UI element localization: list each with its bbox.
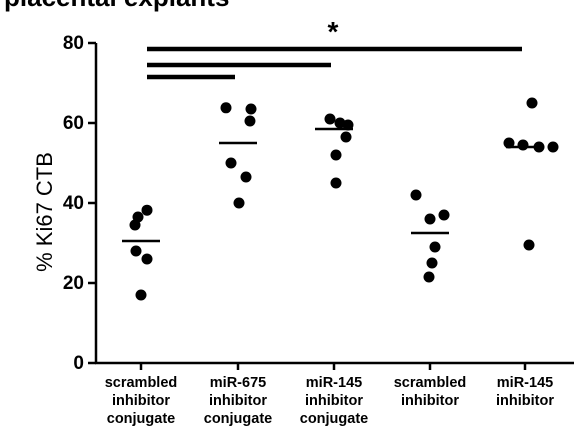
x-category-label: conjugate xyxy=(107,411,175,427)
data-point xyxy=(233,197,245,209)
x-category-label: inhibitor xyxy=(401,393,459,409)
data-point xyxy=(547,141,559,153)
x-category-label: scrambled xyxy=(394,375,467,391)
x-category-label: conjugate xyxy=(300,411,368,427)
data-point xyxy=(330,177,342,189)
x-category-label: inhibitor xyxy=(209,393,267,409)
data-point xyxy=(141,204,153,216)
data-point xyxy=(526,97,538,109)
x-category-label: scrambled xyxy=(105,375,178,391)
data-point xyxy=(129,219,141,231)
data-point xyxy=(426,257,438,269)
y-tick-label: 60 xyxy=(63,113,84,134)
x-category-label: miR-145 xyxy=(497,375,553,391)
x-category-label: inhibitor xyxy=(112,393,170,409)
data-point xyxy=(340,131,352,143)
data-point xyxy=(330,149,342,161)
y-tick-label: 20 xyxy=(63,273,84,294)
data-point xyxy=(429,241,441,253)
data-point xyxy=(423,271,435,283)
y-tick-label: 80 xyxy=(63,33,84,54)
data-point xyxy=(424,213,436,225)
y-tick-label: 0 xyxy=(73,353,84,374)
data-point xyxy=(225,157,237,169)
figure-title-fragment: placental explants xyxy=(4,0,229,12)
y-tick-label: 40 xyxy=(63,193,84,214)
data-point xyxy=(141,253,153,265)
data-point xyxy=(245,103,257,115)
data-point xyxy=(220,102,232,114)
plot-area: 0 20 40 60 80 scrambled inhibitor conjugate miR-… xyxy=(63,16,574,427)
data-point xyxy=(517,139,529,151)
y-axis-label: % Ki67 CTB xyxy=(32,152,57,272)
x-category-label: miR-675 xyxy=(210,375,266,391)
data-point xyxy=(523,239,535,251)
data-point xyxy=(438,209,450,221)
x-category-label: inhibitor xyxy=(305,393,363,409)
data-point xyxy=(240,171,252,183)
x-category-label: inhibitor xyxy=(496,393,554,409)
data-point xyxy=(135,289,147,301)
data-point xyxy=(244,115,256,127)
significance-star: * xyxy=(328,16,339,47)
data-point xyxy=(130,245,142,257)
x-category-label: conjugate xyxy=(204,411,272,427)
data-point xyxy=(410,189,422,201)
data-point xyxy=(324,113,336,125)
x-category-label: miR-145 xyxy=(306,375,362,391)
